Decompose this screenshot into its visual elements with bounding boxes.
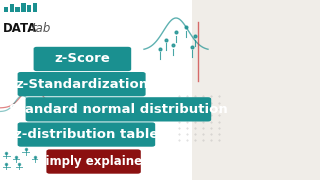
Text: Simply explained: Simply explained xyxy=(37,155,150,168)
FancyBboxPatch shape xyxy=(18,122,155,147)
FancyBboxPatch shape xyxy=(18,72,146,96)
FancyBboxPatch shape xyxy=(21,3,26,12)
FancyBboxPatch shape xyxy=(33,3,37,12)
FancyBboxPatch shape xyxy=(4,7,8,12)
Text: Standard normal distribution: Standard normal distribution xyxy=(9,103,228,116)
FancyBboxPatch shape xyxy=(34,47,131,71)
FancyBboxPatch shape xyxy=(10,4,14,12)
Text: z-distribution table: z-distribution table xyxy=(14,128,159,141)
Text: DATA: DATA xyxy=(3,22,37,35)
FancyBboxPatch shape xyxy=(15,7,20,12)
FancyBboxPatch shape xyxy=(27,5,31,12)
Text: z-Score: z-Score xyxy=(54,52,110,66)
FancyBboxPatch shape xyxy=(192,0,320,180)
Text: z-Standardization: z-Standardization xyxy=(15,78,148,91)
Text: tab: tab xyxy=(31,22,51,35)
FancyBboxPatch shape xyxy=(26,97,211,122)
FancyBboxPatch shape xyxy=(46,149,141,174)
